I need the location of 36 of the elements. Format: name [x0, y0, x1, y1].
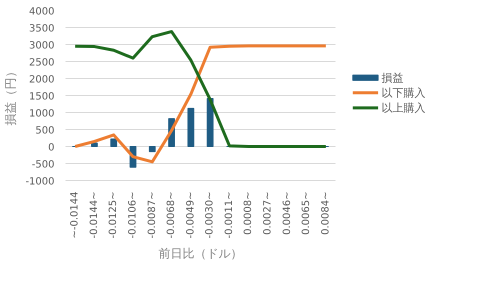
- legend-label: 損益: [382, 71, 404, 84]
- x-tick-label: -0.0068~: [166, 191, 178, 238]
- x-tick-label: ~-0.0144: [70, 191, 81, 238]
- x-tick-label: -0.0049~: [185, 191, 196, 238]
- y-tick-label: 1000: [29, 108, 55, 120]
- y-tick-label: 2500: [29, 58, 55, 68]
- bar: [110, 138, 118, 147]
- x-tick-label: 0.0065~: [301, 191, 312, 235]
- x-tick-label: -0.0011~: [224, 191, 235, 238]
- y-tick-label: -500: [32, 160, 55, 170]
- x-tick-label: -0.0125~: [108, 191, 120, 238]
- y-tick-label: 4000: [29, 6, 55, 18]
- x-tick-label: 0.0027~: [262, 191, 274, 235]
- line-series: [74, 44, 328, 164]
- bar: [148, 146, 156, 152]
- y-tick-label: -1000: [25, 176, 55, 188]
- y-tick-label: 3000: [29, 40, 55, 52]
- y-tick-label: 1500: [29, 92, 55, 102]
- bar: [91, 142, 98, 147]
- x-tick-label: 0.0046~: [282, 191, 293, 235]
- x-tick-label: 0.0008~: [243, 191, 254, 235]
- legend-label: 以上購入: [382, 101, 426, 114]
- x-axis-title: 前日比（ドル）: [158, 246, 242, 260]
- x-tick-label: 0.0084~: [320, 191, 332, 235]
- y-tick-label: 2000: [29, 74, 55, 86]
- x-tick-label: -0.0144~: [88, 191, 100, 238]
- x-tick-label: -0.0030~: [204, 191, 216, 238]
- line-series: [74, 30, 328, 148]
- y-tick-label: 0: [48, 142, 55, 154]
- x-tick-label: -0.0106~: [128, 191, 138, 238]
- legend-label: 以下購入: [382, 86, 426, 100]
- y-axis-title: 損益（円）: [3, 66, 18, 126]
- y-tick-label: 3500: [29, 24, 55, 34]
- y-tick-label: 500: [35, 126, 55, 136]
- x-tick-label: -0.0087~: [146, 191, 158, 238]
- bar: [187, 108, 194, 147]
